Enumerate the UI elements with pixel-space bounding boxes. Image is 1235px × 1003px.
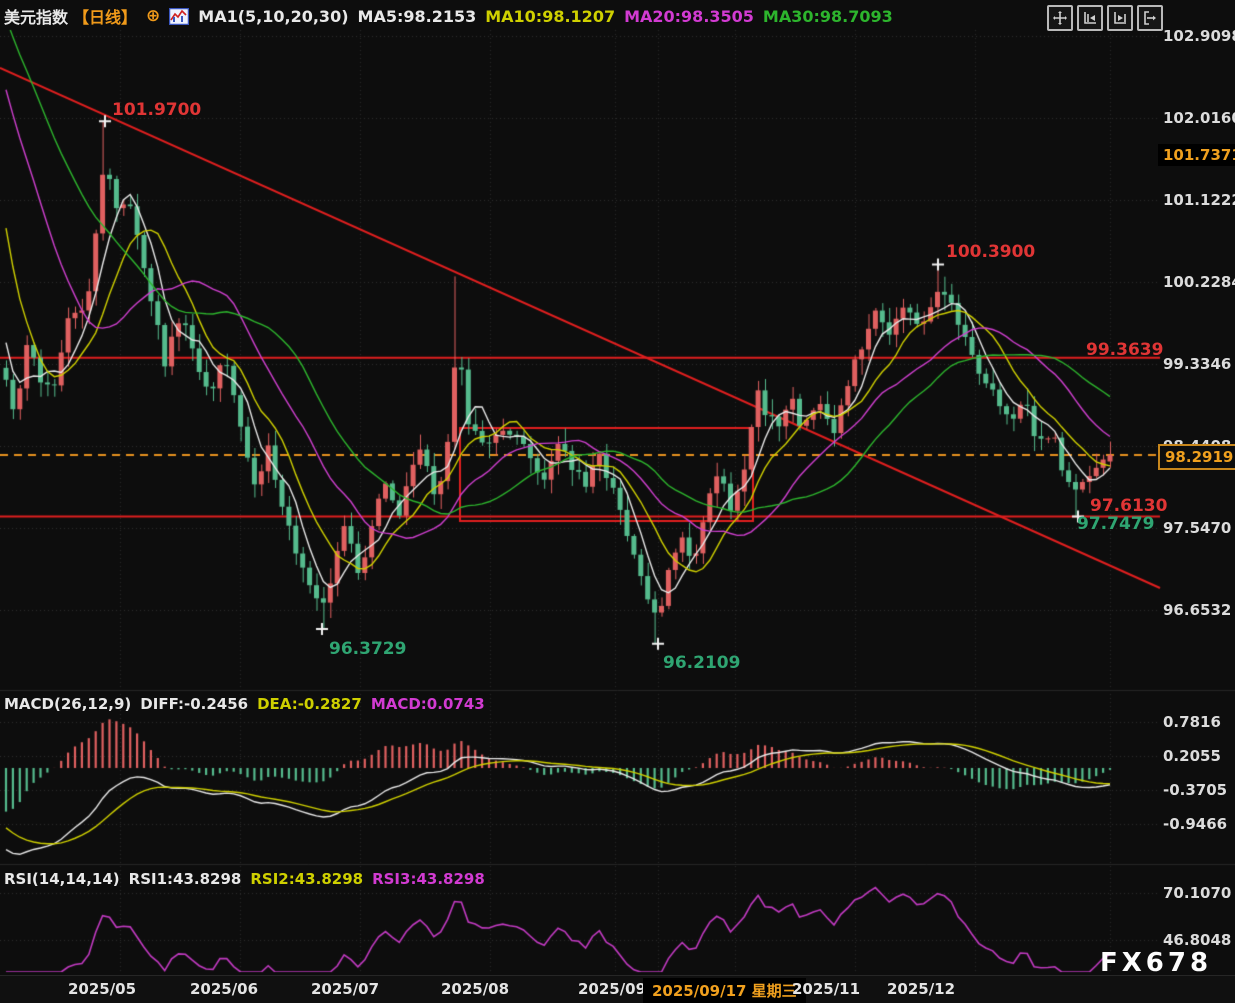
symbol-title: 美元指数	[4, 8, 69, 27]
rsi-axis-label: 70.1070	[1163, 884, 1232, 902]
goto-latest-icon[interactable]	[1107, 5, 1133, 31]
macd-diff-value: DIFF:-0.2456	[140, 695, 249, 713]
price-annotation: 99.3639	[1086, 340, 1164, 360]
price-annotation: 97.7479	[1077, 514, 1155, 534]
ma-settings-label: MA1(5,10,20,30)	[198, 6, 349, 26]
time-axis-tick: 2025/06	[189, 980, 259, 998]
time-axis-tick: 2025/09	[577, 980, 647, 998]
fx678-watermark: FX678	[1100, 948, 1213, 978]
macd-axis-label: 0.7816	[1163, 713, 1221, 731]
price-axis-label: 99.3346	[1163, 355, 1232, 373]
rsi2-value: RSI2:43.8298	[250, 870, 364, 888]
price-annotation: 101.9700	[112, 100, 202, 120]
macd-header: MACD(26,12,9) DIFF:-0.2456 DEA:-0.2827 M…	[4, 695, 485, 713]
price-annotation: 97.6130	[1090, 496, 1168, 516]
ma10-value: MA10:98.1207	[485, 6, 616, 26]
ma30-value: MA30:98.7093	[762, 6, 893, 26]
last-price-tag: 98.2919	[1158, 444, 1235, 470]
selected-date-label: 2025/09/17 星期三	[643, 978, 806, 1003]
alert-price-tag: 101.7371	[1158, 144, 1235, 166]
rsi3-value: RSI3:43.8298	[372, 870, 485, 888]
macd-axis-label: 0.2055	[1163, 747, 1221, 765]
rsi-header: RSI(14,14,14) RSI1:43.8298 RSI2:43.8298 …	[4, 870, 485, 888]
macd-axis-label: -0.3705	[1163, 781, 1228, 799]
time-axis-tick: 2025/07	[310, 980, 380, 998]
price-axis-label: 97.5470	[1163, 519, 1232, 537]
chart-header: 美元指数 【日线】 ⊕ MA1(5,10,20,30) MA5:98.2153 …	[4, 4, 893, 28]
exit-icon[interactable]	[1137, 5, 1163, 31]
price-axis-label: 102.0160	[1163, 109, 1235, 127]
price-annotation: 96.2109	[663, 653, 741, 673]
price-axis-label: 101.1222	[1163, 191, 1235, 209]
price-annotation: 96.3729	[329, 639, 407, 659]
macd-title: MACD(26,12,9)	[4, 695, 132, 713]
goto-first-icon[interactable]	[1077, 5, 1103, 31]
ma20-value: MA20:98.3505	[624, 6, 754, 26]
crosshair-move-icon[interactable]	[1047, 5, 1073, 31]
rsi-title: RSI(14,14,14)	[4, 870, 120, 888]
macd-value: MACD:0.0743	[370, 695, 485, 713]
rsi1-value: RSI1:43.8298	[128, 870, 242, 888]
macd-dea-value: DEA:-0.2827	[257, 695, 362, 713]
chart-toolbar	[1047, 5, 1163, 31]
rsi-axis-label: 46.8048	[1163, 931, 1232, 949]
time-axis-tick: 2025/11	[791, 980, 861, 998]
price-axis-label: 102.9098	[1163, 27, 1235, 45]
macd-axis-label: -0.9466	[1163, 815, 1228, 833]
time-axis: 2025/05 2025/06 2025/07 2025/08 2025/09 …	[0, 975, 1235, 1003]
time-axis-tick: 2025/08	[440, 980, 510, 998]
ma5-value: MA5:98.2153	[357, 6, 477, 26]
price-annotation: 100.3900	[946, 242, 1036, 262]
mini-chart-icon[interactable]	[169, 7, 190, 25]
time-axis-tick: 2025/12	[886, 980, 956, 998]
time-axis-tick: 2025/05	[67, 980, 137, 998]
price-axis-label: 100.2284	[1163, 273, 1235, 291]
add-indicator-icon[interactable]: ⊕	[146, 6, 161, 26]
period-selector[interactable]: 【日线】	[73, 8, 138, 27]
price-axis-label: 96.6532	[1163, 601, 1232, 619]
